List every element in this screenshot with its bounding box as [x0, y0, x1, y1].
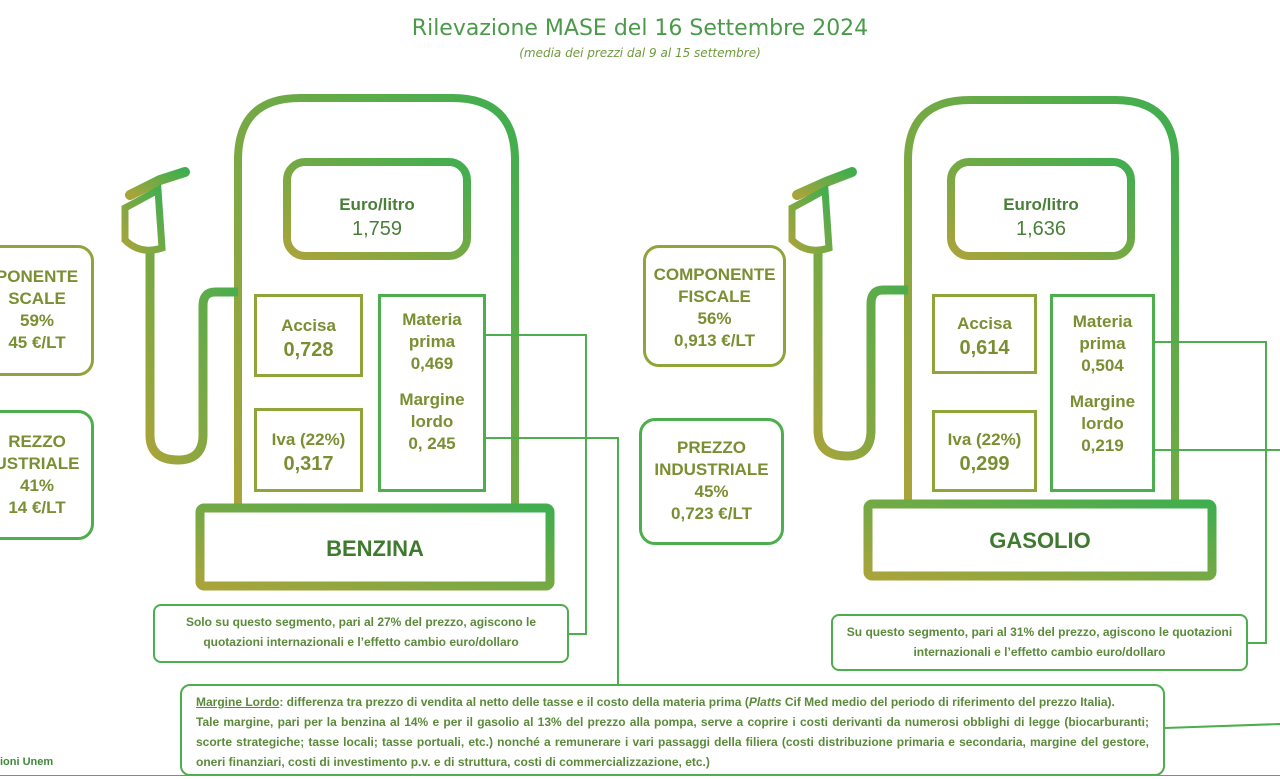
benzina-margine-value: 0, 245: [408, 434, 456, 453]
gasolio-industriale-line-1: PREZZO: [677, 438, 746, 457]
connector-lines: [486, 334, 1280, 729]
benzina-margine-label-2: lordo: [410, 412, 454, 431]
benzina-label: BENZINA: [326, 536, 424, 561]
gasolio-accisa-label: Accisa: [957, 314, 1012, 333]
gasolio-price-box: Euro/litro 1,636: [955, 166, 1127, 252]
margine-lordo-def-part2: Cif Med medio del periodo di riferimento…: [781, 695, 1115, 709]
benzina-iva-box: Iva (22%) 0,317: [254, 408, 363, 492]
benzina-price-value: 1,759: [351, 218, 403, 240]
margine-lordo-note: Margine Lordo: differenza tra prezzo di …: [180, 684, 1165, 776]
benzina-materia-label-1: Materia: [402, 310, 462, 329]
gasolio-industriale-line-2: INDUSTRIALE: [654, 460, 769, 479]
benzina-price-box: Euro/litro 1,759: [291, 166, 463, 252]
gasolio-fiscale-line-1: COMPONENTE: [653, 265, 776, 284]
gasolio-materia-label-1: Materia: [1072, 312, 1133, 331]
source-footer: ioni Unem: [0, 756, 54, 768]
gasolio-iva-value: 0,299: [959, 453, 1010, 475]
benzina-materia-value: 0,469: [410, 354, 454, 373]
gasolio-margine-label-2: lordo: [1081, 414, 1124, 433]
margine-lordo-term: Margine Lordo: [196, 695, 280, 709]
benzina-industriale-line-4: 14 €/LT: [8, 498, 66, 517]
gasolio-price-value: 1,636: [1015, 218, 1067, 240]
benzina-materia-label-2: prima: [408, 332, 456, 351]
benzina-materia-margine-box: Materia prima 0,469 Margine lordo 0, 245: [378, 294, 486, 492]
gasolio-fiscale-line-4: 0,913 €/LT: [674, 331, 755, 350]
benzina-pump-icon: [121, 94, 555, 591]
gasolio-label: GASOLIO: [989, 528, 1091, 553]
benzina-fiscale-line-1: PONENTE: [0, 267, 79, 286]
benzina-fiscale-line-3: 59%: [19, 311, 55, 330]
page-subtitle: (media dei prezzi dal 9 al 15 settembre): [519, 46, 761, 60]
gasolio-iva-box: Iva (22%) 0,299: [932, 410, 1037, 492]
gasolio-fiscale-line-3: 56%: [697, 309, 732, 328]
page-title: Rilevazione MASE del 16 Settembre 2024: [411, 16, 869, 41]
benzina-iva-value: 0,317: [283, 453, 334, 475]
gasolio-pump-icon: [788, 96, 1217, 581]
gasolio-segment-note: Su questo segmento, pari al 31% del prez…: [831, 614, 1248, 671]
benzina-accisa-value: 0,728: [283, 339, 334, 361]
margine-lordo-definition: Margine Lordo: differenza tra prezzo di …: [196, 692, 1149, 712]
benzina-margine-label-1: Margine: [399, 390, 465, 409]
gasolio-fiscale-box: COMPONENTE FISCALE 56% 0,913 €/LT: [643, 245, 786, 367]
gasolio-industriale-line-3: 45%: [694, 482, 729, 501]
benzina-industriale-box: REZZO USTRIALE 41% 14 €/LT: [0, 410, 94, 540]
gasolio-materia-margine-box: Materia prima 0,504 Margine lordo 0,219: [1050, 294, 1155, 492]
gasolio-industriale-line-4: 0,723 €/LT: [671, 504, 752, 523]
benzina-iva-label: Iva (22%): [271, 430, 346, 449]
margine-lordo-body: Tale margine, pari per la benzina al 14%…: [196, 715, 1149, 769]
platts-term: Platts: [748, 695, 782, 709]
gasolio-accisa-value: 0,614: [959, 337, 1010, 359]
benzina-accisa-label: Accisa: [281, 316, 336, 335]
gasolio-iva-label: Iva (22%): [947, 430, 1022, 449]
benzina-segment-note: Solo su questo segmento, pari al 27% del…: [153, 604, 569, 663]
benzina-price-label: Euro/litro: [339, 195, 415, 214]
gasolio-materia-value: 0,504: [1081, 356, 1124, 375]
benzina-fiscale-box: PONENTE SCALE 59% 45 €/LT: [0, 245, 94, 376]
gasolio-price-label: Euro/litro: [1003, 195, 1079, 214]
gasolio-accisa-box: Accisa 0,614: [932, 294, 1037, 374]
bottom-divider: [0, 775, 1280, 776]
gasolio-margine-value: 0,219: [1081, 436, 1124, 455]
benzina-industriale-line-1: REZZO: [8, 432, 66, 451]
benzina-industriale-line-2: USTRIALE: [0, 454, 80, 473]
gasolio-fiscale-line-2: FISCALE: [678, 287, 751, 306]
margine-lordo-def-part1: : differenza tra prezzo di vendita al ne…: [279, 695, 749, 709]
gasolio-materia-label-2: prima: [1079, 334, 1126, 353]
benzina-industriale-line-3: 41%: [19, 476, 55, 495]
benzina-fiscale-line-2: SCALE: [8, 289, 66, 308]
gasolio-margine-label-1: Margine: [1069, 392, 1136, 411]
benzina-accisa-box: Accisa 0,728: [254, 294, 363, 377]
benzina-fiscale-line-4: 45 €/LT: [8, 333, 66, 352]
gasolio-industriale-box: PREZZO INDUSTRIALE 45% 0,723 €/LT: [639, 418, 784, 545]
